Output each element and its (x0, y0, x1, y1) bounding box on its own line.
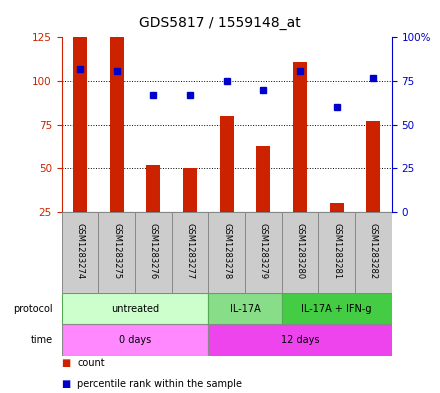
Bar (293, 62, 307, 212)
Text: IL-17A + IFN-g: IL-17A + IFN-g (301, 303, 372, 314)
Text: IL-17A: IL-17A (230, 303, 260, 314)
Text: GSM1283281: GSM1283281 (332, 223, 341, 279)
Bar (172, 212, 208, 293)
Bar (245, 212, 282, 293)
Bar (147, 165, 160, 212)
Bar (110, 37, 124, 212)
Text: ■: ■ (62, 379, 71, 389)
Bar (330, 204, 344, 212)
Bar (355, 212, 392, 293)
Text: GSM1283274: GSM1283274 (75, 223, 84, 279)
Bar (318, 212, 355, 293)
Text: GSM1283278: GSM1283278 (222, 223, 231, 279)
Bar (62, 212, 98, 293)
Bar (367, 121, 380, 212)
Bar (62, 293, 208, 324)
Text: GSM1283282: GSM1283282 (369, 223, 378, 279)
Bar (257, 146, 270, 212)
Text: 0 days: 0 days (119, 335, 151, 345)
Text: count: count (77, 358, 105, 367)
Text: untreated: untreated (111, 303, 159, 314)
Bar (208, 212, 245, 293)
Text: time: time (31, 335, 53, 345)
Text: GDS5817 / 1559148_at: GDS5817 / 1559148_at (139, 16, 301, 30)
Bar (208, 324, 392, 356)
Text: GSM1283280: GSM1283280 (295, 223, 304, 279)
Bar (98, 212, 135, 293)
Text: 12 days: 12 days (281, 335, 319, 345)
Bar (135, 212, 172, 293)
Bar (282, 293, 392, 324)
Bar (62, 324, 208, 356)
Bar (208, 293, 282, 324)
Text: protocol: protocol (13, 303, 53, 314)
Bar (73, 37, 87, 212)
Text: GSM1283276: GSM1283276 (149, 223, 158, 279)
Text: GSM1283275: GSM1283275 (112, 223, 121, 279)
Bar (220, 116, 234, 212)
Bar (183, 169, 197, 212)
Bar (282, 212, 318, 293)
Text: percentile rank within the sample: percentile rank within the sample (77, 379, 242, 389)
Text: GSM1283277: GSM1283277 (185, 223, 194, 279)
Text: GSM1283279: GSM1283279 (259, 223, 268, 279)
Text: ■: ■ (62, 358, 71, 367)
